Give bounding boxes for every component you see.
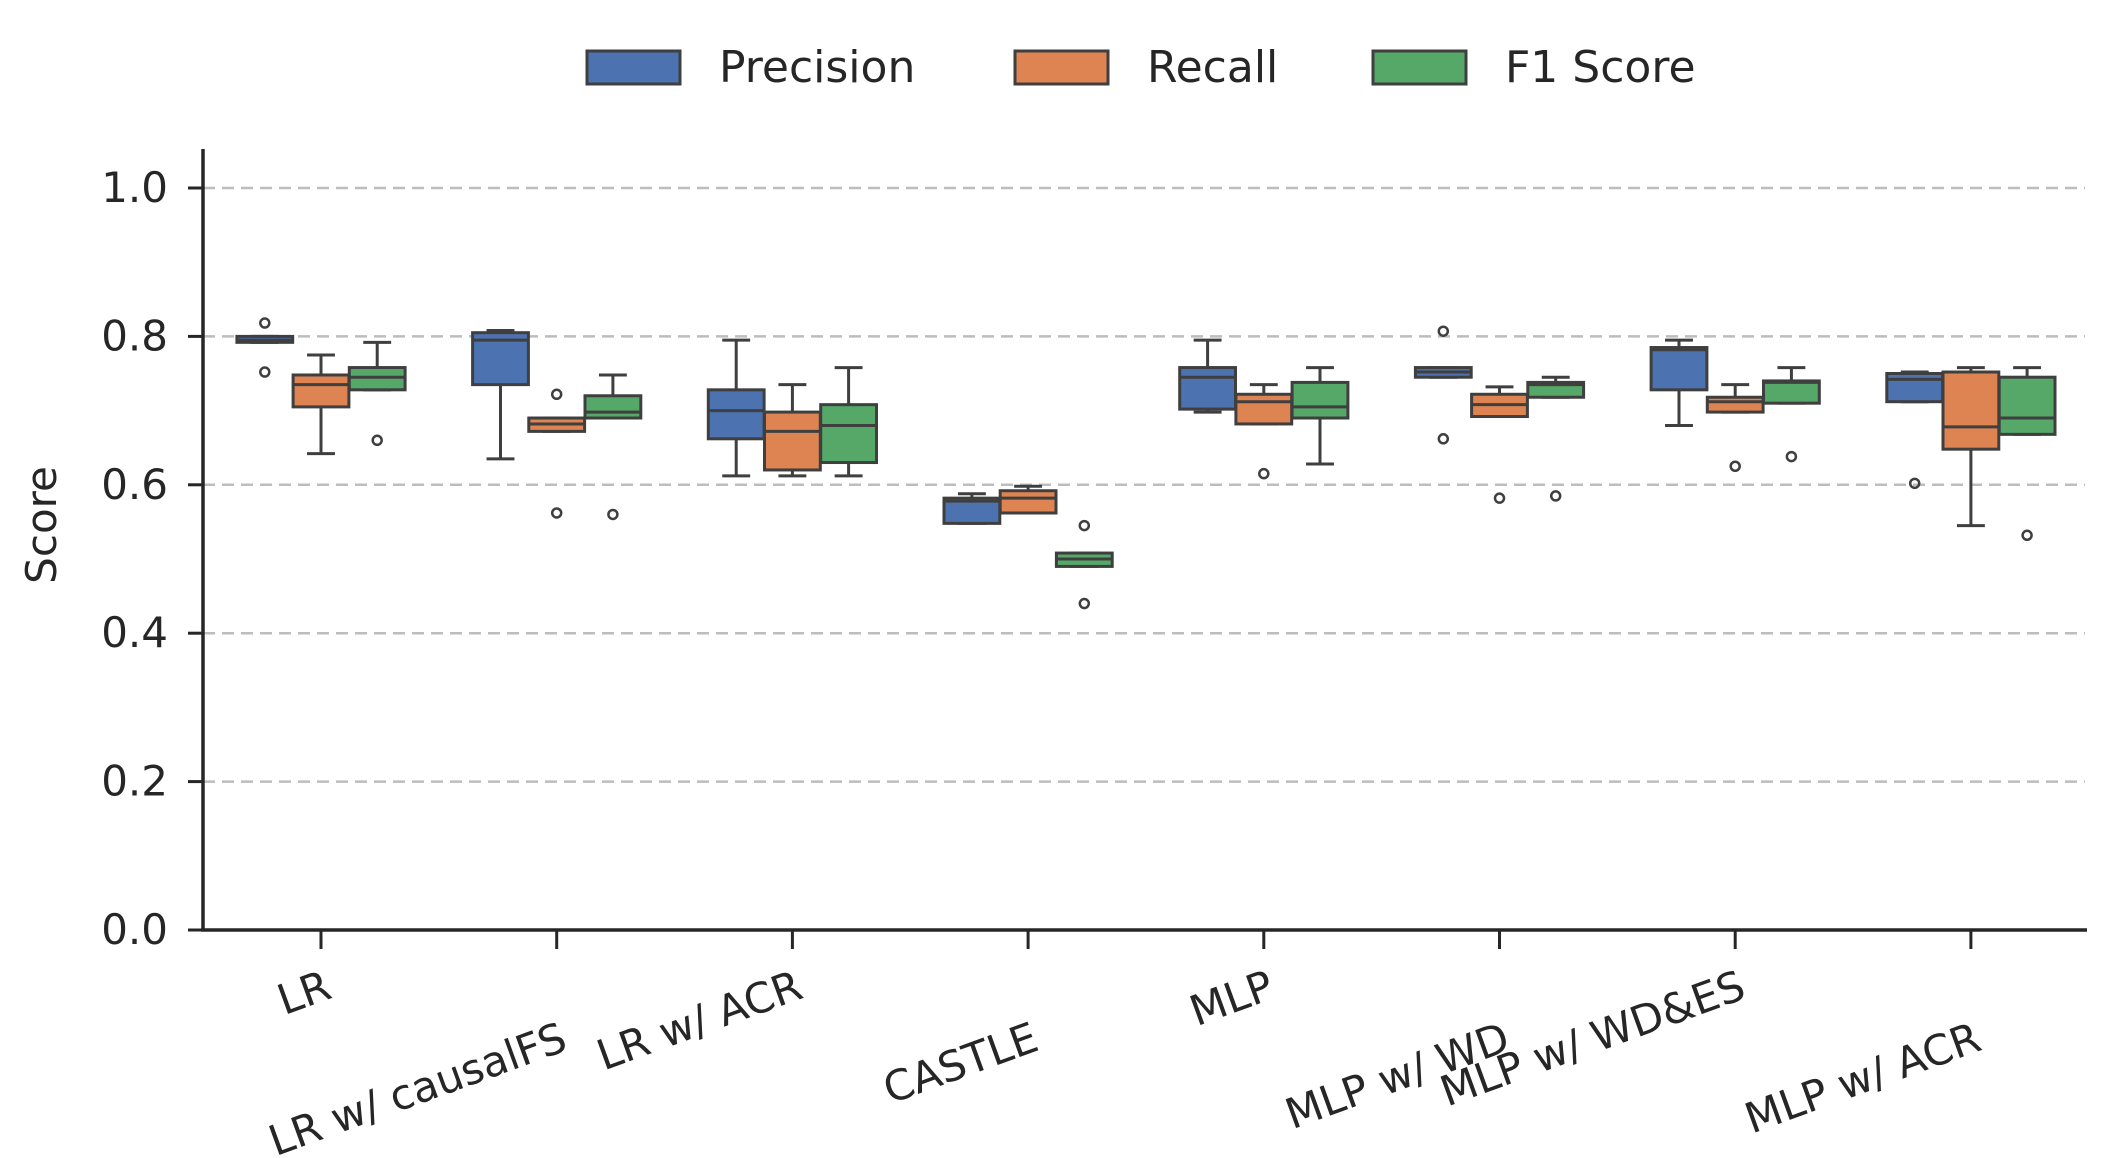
legend-label: Precision [719,42,915,93]
outlier-point [2021,529,2033,542]
legend-label: Recall [1147,42,1278,93]
outlier-point [550,507,563,519]
outlier-point [1493,492,1506,504]
legend-label: F1 Score [1505,42,1696,93]
box-precision [235,317,295,378]
legend-item-precision[interactable]: Precision [585,42,915,93]
x-tick-label: LR w/ causalFS [262,1013,573,1158]
box-body [583,394,643,420]
outlier-point [1258,467,1270,480]
y-tick-label: 0.0 [101,905,168,954]
grid-lines [203,186,2085,783]
box-body [1997,375,2057,436]
box-recall [1705,383,1765,472]
outlier-point [1437,325,1450,337]
box-body [1290,380,1350,420]
box-recall [1234,383,1294,480]
legend-item-f1-score[interactable]: F1 Score [1371,42,1696,93]
x-tick-label: CASTLE [877,1013,1044,1114]
outlier-point [1078,519,1091,532]
legend-swatch [1013,49,1110,86]
legend-item-recall[interactable]: Recall [1013,42,1278,93]
y-axis-title: Score [17,466,66,584]
box-body [1649,346,1709,392]
outlier-point [1785,450,1798,463]
outlier-point [1437,433,1450,445]
box-f1-score [1526,375,1586,502]
box-precision [1885,370,1945,490]
box-f1-score [347,340,407,447]
box-precision [706,338,766,478]
box-body [1762,379,1821,405]
box-body [998,489,1058,515]
box-f1-score [1762,366,1821,463]
x-tick-label: MLP w/ ACR [1738,1013,1987,1143]
y-tick-label: 0.2 [101,757,168,806]
box-precision [942,492,1002,525]
box-f1-score [583,373,643,521]
box-body [763,410,822,472]
y-tick-label: 1.0 [101,163,168,212]
box-precision [1413,325,1473,445]
legend: Precision Recall F1 Score [585,42,1696,93]
x-tick-label: LR w/ ACR [590,961,808,1080]
box-recall [998,484,1058,515]
outlier-point [259,366,271,378]
box-body [1705,395,1765,414]
box-recall [1941,366,2001,528]
box-precision [1649,338,1709,427]
outlier-point [1908,477,1921,490]
legend-swatch [585,49,682,86]
box-precision [1178,338,1237,414]
box-body [291,373,351,409]
outlier-point [1729,460,1741,472]
box-body [1885,372,1945,404]
box-body [1941,370,2001,451]
box-body [1234,392,1294,426]
box-f1-score [819,366,879,478]
outlier-point [1549,490,1562,502]
box-f1-score [1997,366,2057,542]
y-tick-label: 0.6 [101,460,168,509]
box-recall [527,388,587,519]
legend-swatch [1371,49,1468,86]
outlier-point [259,317,271,329]
plot-area [235,317,2057,610]
x-tick-label: MLP [1183,961,1280,1036]
box-recall [291,353,351,456]
box-body [819,403,879,465]
x-tick-label: LR [271,961,337,1025]
box-recall [1470,385,1529,504]
outlier-point [371,434,383,447]
outlier-point [607,508,619,521]
box-f1-score [1054,519,1114,610]
box-f1-score [1290,366,1350,466]
y-tick-label: 0.4 [101,608,168,657]
box-recall [763,383,822,478]
outlier-point [1078,597,1091,610]
box-body [1178,366,1237,411]
y-tick-label: 0.8 [101,311,168,360]
box-body [706,388,766,441]
outlier-point [550,388,563,401]
box-precision [471,328,530,461]
